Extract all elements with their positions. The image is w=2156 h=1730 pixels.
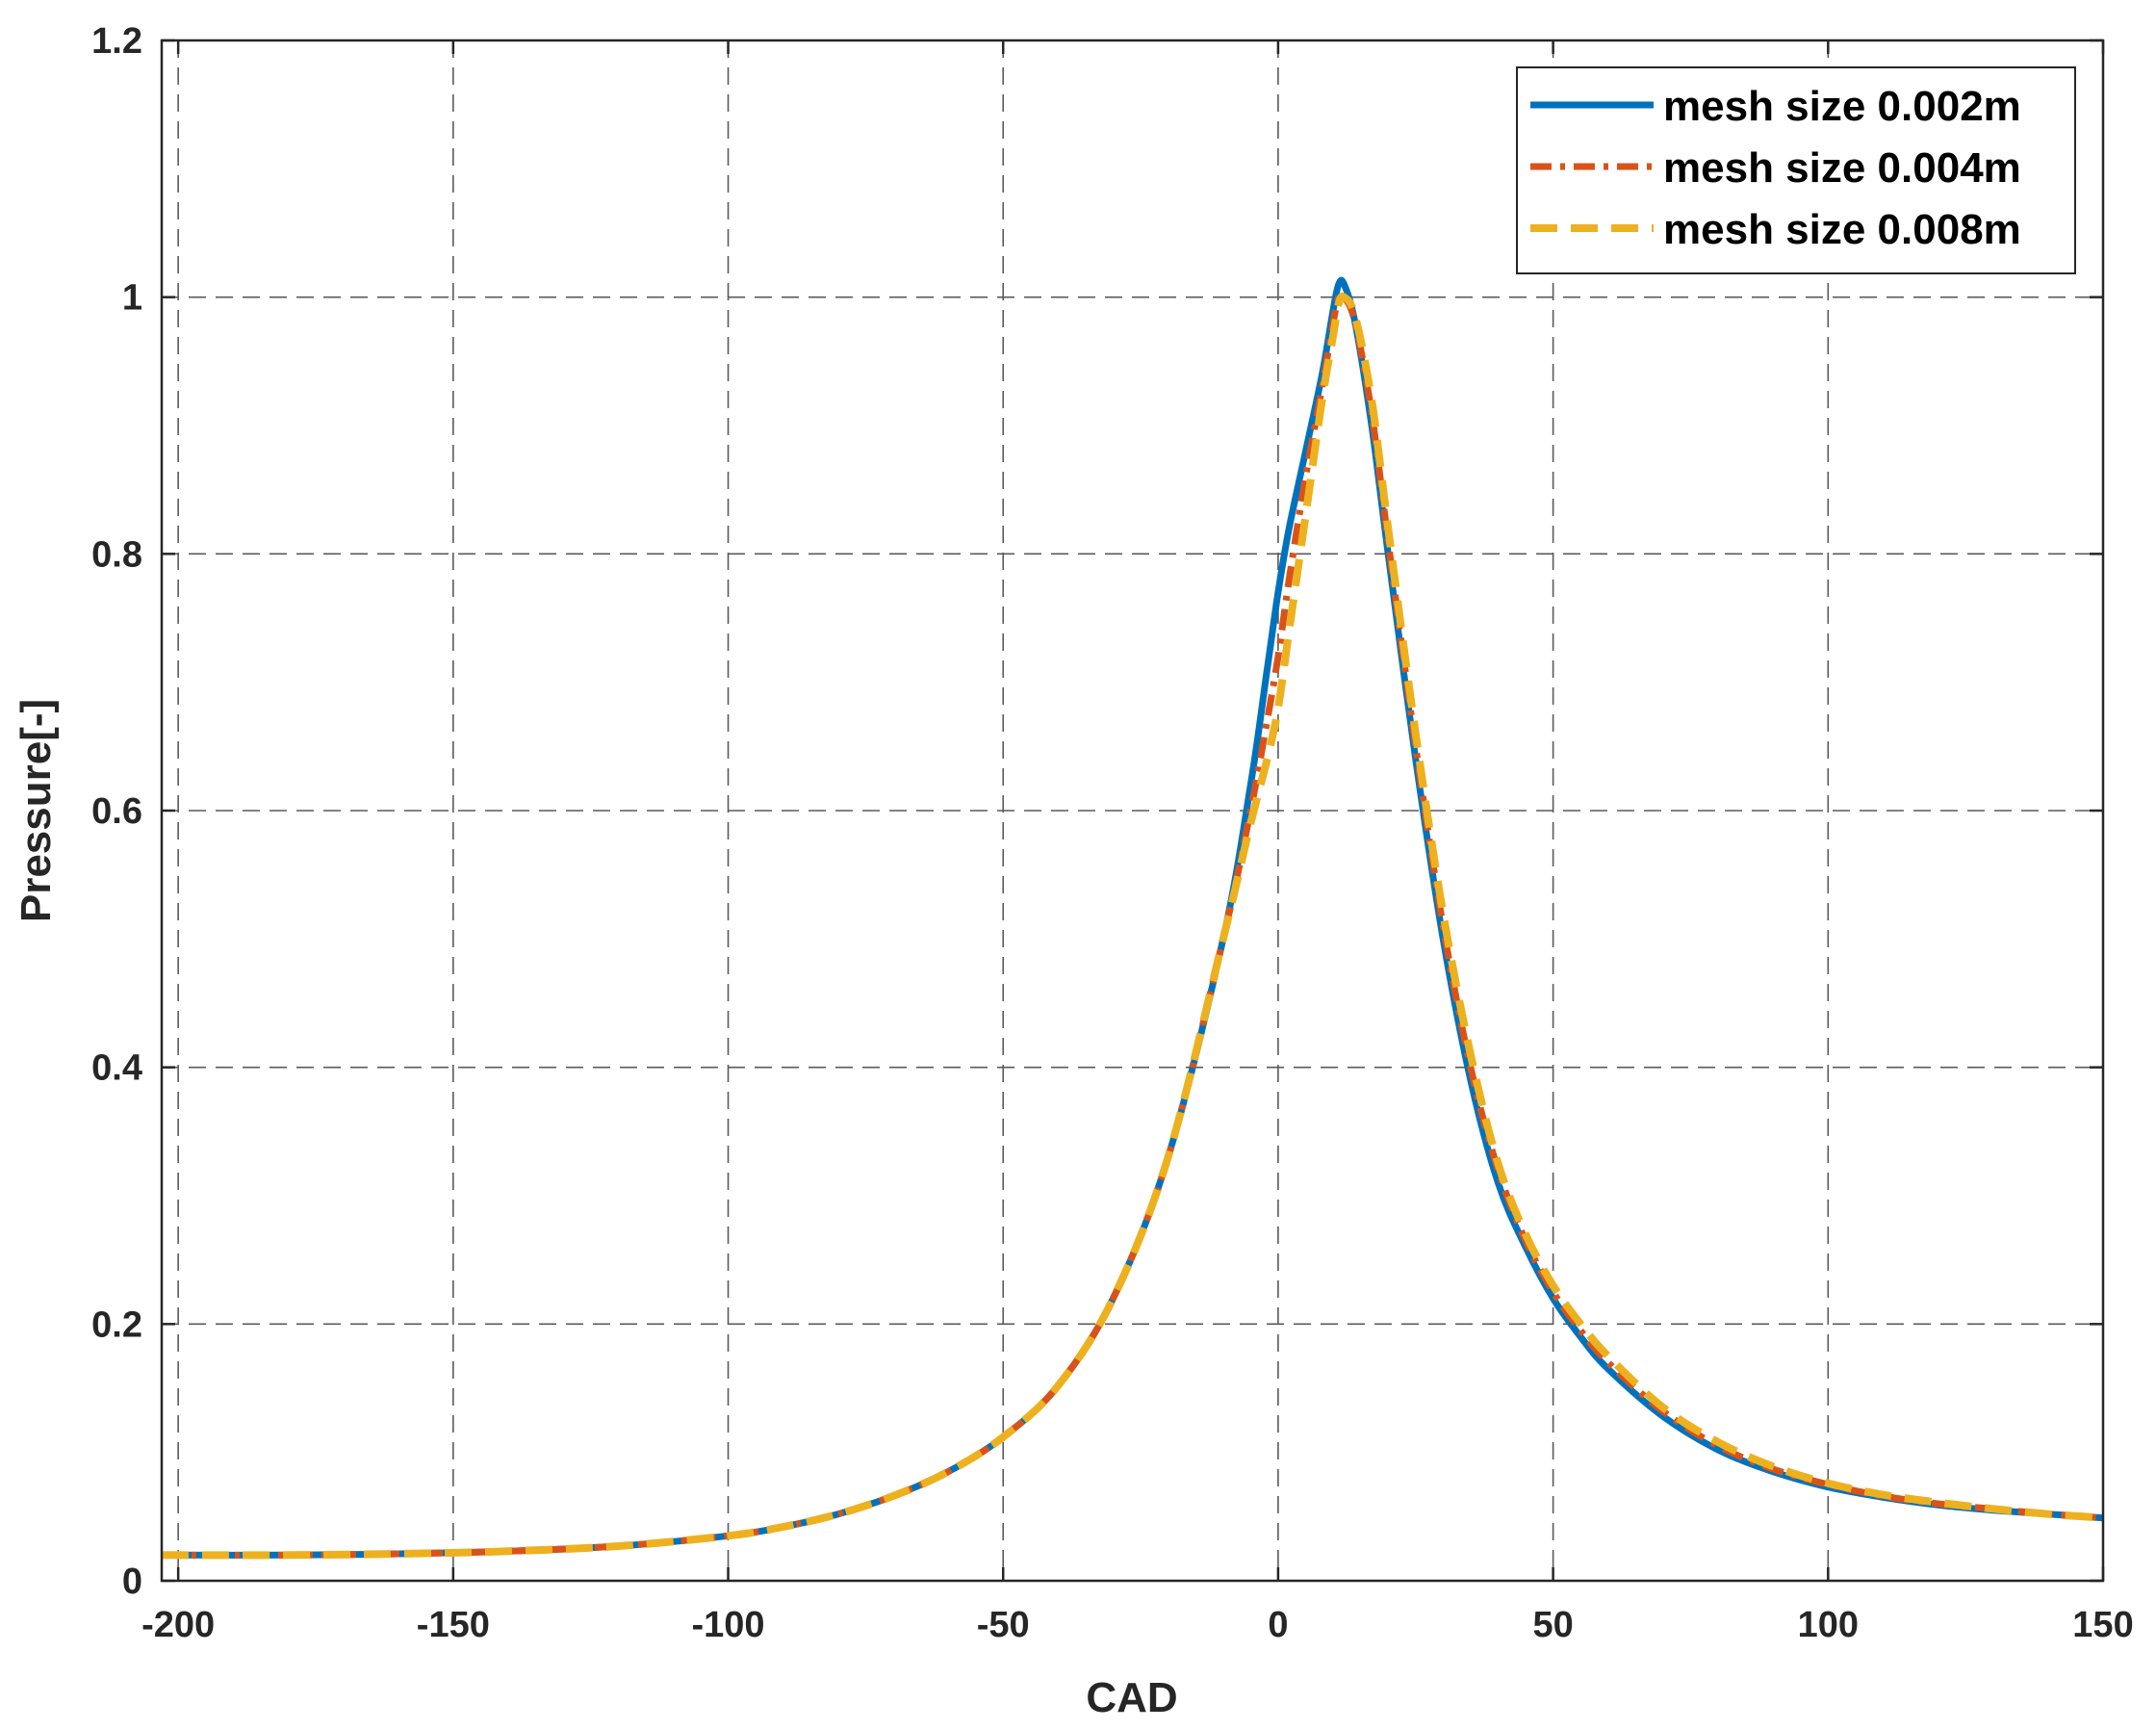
legend-label-2: mesh size 0.004m: [1663, 144, 2021, 192]
y-axis-title: Pressure[-]: [13, 699, 60, 922]
y-tick-label: 0.8: [91, 534, 142, 575]
x-tick-label: -50: [977, 1605, 1030, 1645]
x-axis-title: CAD: [1086, 1674, 1177, 1721]
legend: mesh size 0.002m mesh size 0.004m mesh siz…: [1517, 67, 2075, 273]
y-tick-label: 1.2: [91, 21, 142, 62]
x-tick-label: -100: [691, 1605, 764, 1645]
x-tick-label: 150: [2072, 1605, 2133, 1645]
x-tick-label: 0: [1268, 1605, 1288, 1645]
x-tick-label: 100: [1798, 1605, 1859, 1645]
x-tick-label: 50: [1532, 1605, 1573, 1645]
legend-label-1: mesh size 0.002m: [1663, 83, 2021, 130]
y-tick-label: 0: [122, 1562, 142, 1602]
x-tick-label: -200: [141, 1605, 215, 1645]
y-tick-label: 0.4: [91, 1048, 142, 1089]
x-tick-label: -150: [417, 1605, 490, 1645]
y-tick-label: 0.6: [91, 791, 142, 832]
y-tick-label: 0.2: [91, 1304, 142, 1345]
legend-label-3: mesh size 0.008m: [1663, 206, 2021, 253]
y-tick-label: 1: [122, 278, 142, 319]
